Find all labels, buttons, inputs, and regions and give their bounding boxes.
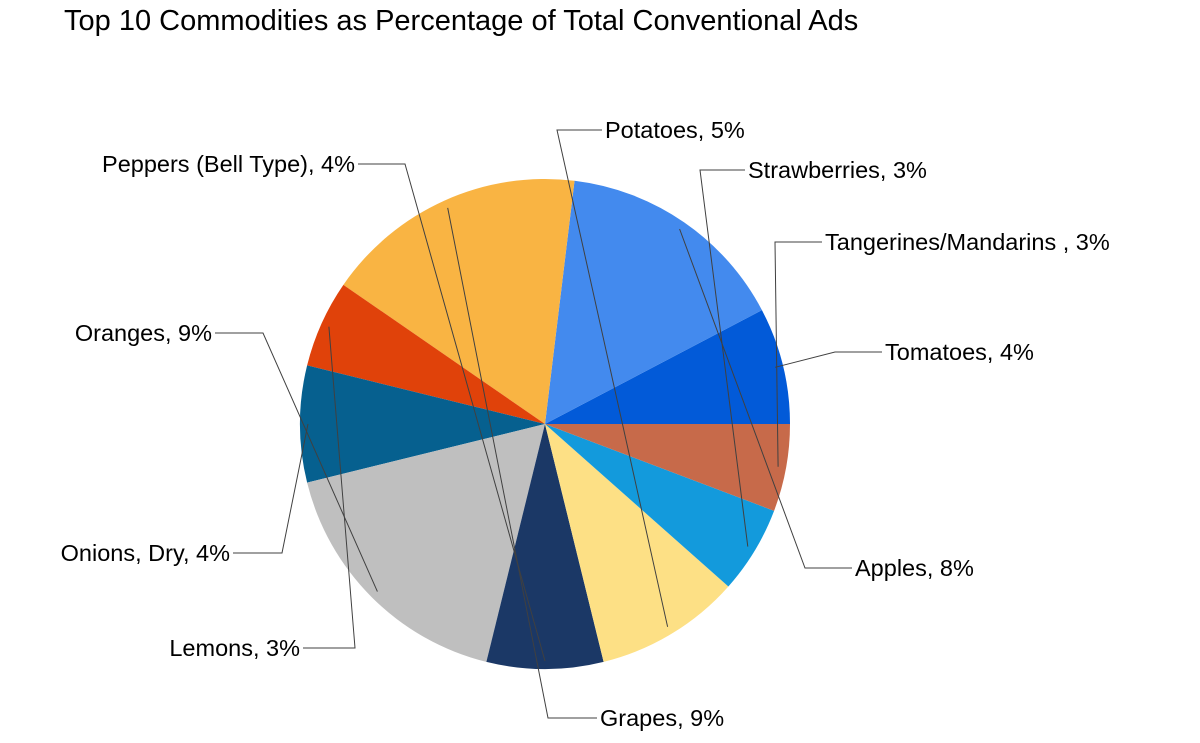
pie-slice-grapes <box>343 179 575 424</box>
pie-slice-tangerines-mandarins <box>545 424 790 511</box>
data-label-potatoes: Potatoes, 5% <box>605 117 745 143</box>
data-label-apples: Apples, 8% <box>855 555 974 581</box>
leader-line-oranges <box>215 332 378 592</box>
leader-line-lemons <box>303 326 356 649</box>
pie-slice-peppers-bell-type <box>486 424 604 669</box>
data-label-tangerines-mandarins: Tangerines/Mandarins , 3% <box>825 229 1110 255</box>
leader-lines <box>215 129 882 719</box>
leader-line-strawberries <box>699 169 749 547</box>
pie-slice-strawberries <box>545 424 775 587</box>
leader-line-tangerines-mandarins <box>774 241 822 467</box>
data-label-peppers-bell-type: Peppers (Bell Type), 4% <box>102 151 355 177</box>
data-label-oranges: Oranges, 9% <box>75 320 212 346</box>
leader-line-peppers-bell-type <box>358 163 546 662</box>
pie-slice-apples <box>545 180 762 424</box>
leader-line-tomatoes <box>774 351 882 368</box>
pie-slices <box>300 179 790 669</box>
leader-line-grapes <box>447 207 597 719</box>
leader-line-potatoes <box>556 129 669 627</box>
data-label-tomatoes: Tomatoes, 4% <box>885 339 1034 365</box>
pie-slice-oranges <box>307 424 545 662</box>
data-label-onions-dry: Onions, Dry, 4% <box>61 540 230 566</box>
data-labels: Tomatoes, 4% Apples, 8% Grapes, 9% Lemons, … <box>61 117 1110 731</box>
data-label-grapes: Grapes, 9% <box>600 705 724 731</box>
chart-title: Top 10 Commodities as Percentage of Tota… <box>64 5 859 37</box>
data-label-lemons: Lemons, 3% <box>169 635 300 661</box>
pie-slice-onions-dry <box>300 365 545 483</box>
pie-slice-lemons <box>307 284 545 424</box>
pie-slice-potatoes <box>545 424 729 662</box>
data-label-strawberries: Strawberries, 3% <box>748 157 927 183</box>
leader-line-onions-dry <box>233 423 309 554</box>
